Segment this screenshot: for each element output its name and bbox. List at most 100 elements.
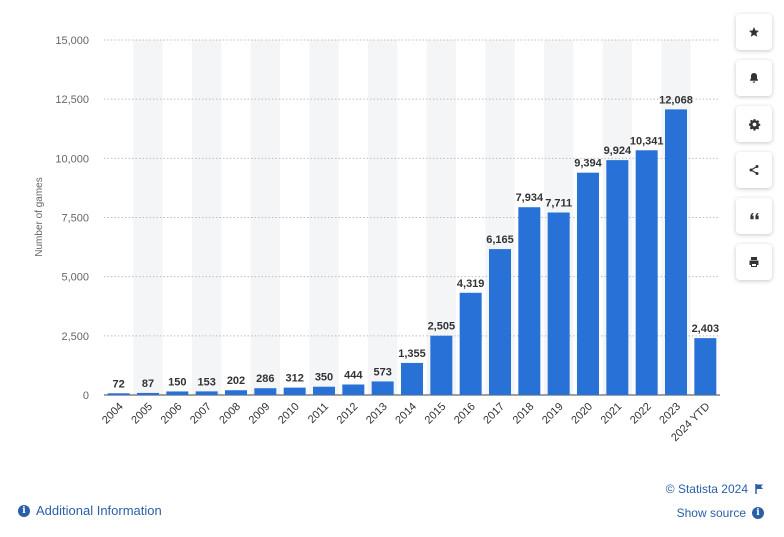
copyright: © Statista 2024 xyxy=(666,482,764,496)
bar xyxy=(283,387,306,395)
bar xyxy=(547,212,570,395)
settings-button[interactable] xyxy=(736,106,772,142)
y-tick-label: 10,000 xyxy=(55,153,89,165)
x-tick-label: 2010 xyxy=(276,401,302,427)
background-band xyxy=(133,40,163,395)
x-tick-label: 2022 xyxy=(628,401,654,427)
x-tick-label: 2015 xyxy=(423,401,449,427)
bar xyxy=(489,249,511,395)
y-tick-label: 2,500 xyxy=(61,331,89,343)
y-tick-label: 15,000 xyxy=(55,35,89,47)
data-label: 150 xyxy=(168,376,186,388)
x-tick-label: 2018 xyxy=(511,401,537,427)
data-label: 444 xyxy=(344,369,363,381)
x-tick-label: 2006 xyxy=(159,401,185,427)
data-label: 9,924 xyxy=(604,145,632,157)
bar xyxy=(371,381,394,395)
x-tick-label: 2014 xyxy=(393,401,419,427)
quote-icon xyxy=(749,212,759,219)
background-band xyxy=(368,40,398,395)
x-tick-label: 2007 xyxy=(188,401,214,427)
data-label: 7,711 xyxy=(545,198,572,210)
y-tick-label: 12,500 xyxy=(55,94,89,106)
info-icon: i xyxy=(752,507,764,519)
star-icon xyxy=(749,27,759,37)
additional-information-label: Additional Information xyxy=(36,503,162,518)
x-tick-label: 2021 xyxy=(599,401,625,427)
bar xyxy=(459,292,482,395)
bell-icon xyxy=(750,73,758,83)
data-label: 2,403 xyxy=(692,323,720,335)
x-tick-label: 2009 xyxy=(247,401,273,427)
share-icon xyxy=(749,165,759,175)
data-label: 12,068 xyxy=(659,94,693,106)
bar xyxy=(665,109,687,396)
x-tick-label: 2012 xyxy=(335,401,361,427)
data-label: 1,355 xyxy=(398,348,426,360)
additional-information-link[interactable]: i Additional Information xyxy=(18,503,162,518)
x-tick-label: 2017 xyxy=(481,401,507,427)
bar xyxy=(166,391,189,395)
x-axis-ticks: 2004 2005 2006 2007 2008 2009 2010 2011 2012 2013… xyxy=(100,401,713,444)
data-label: 312 xyxy=(285,373,303,385)
data-label: 72 xyxy=(113,378,125,390)
bars xyxy=(107,109,717,396)
data-label: 153 xyxy=(197,376,215,388)
data-label: 6,165 xyxy=(486,234,514,246)
bar xyxy=(225,390,247,395)
data-label: 4,319 xyxy=(457,278,485,290)
background-band xyxy=(309,40,339,395)
cite-button[interactable] xyxy=(736,198,772,234)
share-button[interactable] xyxy=(736,152,772,188)
print-button[interactable] xyxy=(736,244,772,280)
bar xyxy=(137,392,159,395)
x-tick-label: 2008 xyxy=(217,401,243,427)
chart-area: 0 2,500 5,000 7,500 10,000 12,500 15,000 72 87 1… xyxy=(34,35,720,444)
bar xyxy=(518,207,541,395)
copyright-text: © Statista 2024 xyxy=(665,482,748,496)
gear-icon xyxy=(748,118,760,131)
bar xyxy=(401,362,423,395)
x-tick-label: 2011 xyxy=(306,401,331,426)
y-axis-ticks: 0 2,500 5,000 7,500 10,000 12,500 15,000 xyxy=(55,35,89,402)
data-label: 9,394 xyxy=(574,158,602,170)
bar xyxy=(107,393,130,395)
data-label: 286 xyxy=(256,373,274,385)
side-toolbar xyxy=(736,14,776,290)
bar xyxy=(254,388,277,395)
info-icon: i xyxy=(18,504,30,517)
favorite-button[interactable] xyxy=(736,14,772,50)
x-tick-label: 2004 xyxy=(100,401,126,427)
bar-chart: 0 2,500 5,000 7,500 10,000 12,500 15,000 72 87 1… xyxy=(34,35,720,444)
notification-button[interactable] xyxy=(736,60,772,96)
bar xyxy=(430,335,453,395)
x-tick-label: 2016 xyxy=(452,401,478,427)
x-tick-label: 2013 xyxy=(364,401,390,427)
data-labels: 72 87 150 153 202 286 312 350 444 573 1,355 2,505 4,… xyxy=(113,94,720,390)
y-tick-label: 7,500 xyxy=(61,213,89,225)
data-label: 2,505 xyxy=(428,321,456,333)
data-label: 7,934 xyxy=(516,192,544,204)
x-tick-label: 2019 xyxy=(540,401,566,427)
bar xyxy=(577,172,599,395)
x-tick-label: 2020 xyxy=(569,401,595,427)
bar xyxy=(342,384,365,395)
data-label: 202 xyxy=(227,375,245,387)
x-tick-label: 2023 xyxy=(657,401,683,427)
print-icon xyxy=(749,257,759,267)
data-label: 87 xyxy=(142,378,154,390)
show-source-label: Show source xyxy=(676,506,746,520)
data-label: 573 xyxy=(373,366,391,378)
data-label: 10,341 xyxy=(630,135,664,147)
bar xyxy=(635,150,658,395)
bar xyxy=(195,391,218,395)
flag-icon[interactable] xyxy=(755,484,764,494)
y-axis-title: Number of games xyxy=(34,177,45,256)
y-tick-label: 5,000 xyxy=(61,272,89,284)
bar xyxy=(313,386,335,395)
bar xyxy=(606,160,629,395)
show-source-link[interactable]: Show source i xyxy=(677,506,764,520)
y-tick-label: 0 xyxy=(83,390,89,402)
x-tick-label: 2005 xyxy=(129,401,155,427)
data-label: 350 xyxy=(315,372,333,384)
